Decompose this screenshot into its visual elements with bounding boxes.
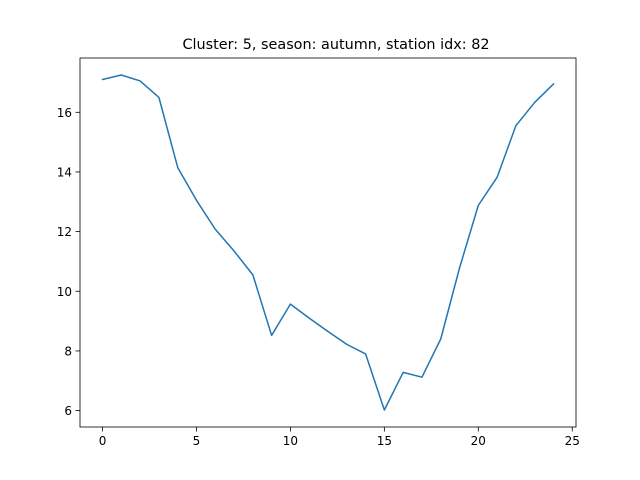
plot-area: 0 5 10 15 20 25 6 8 10 12 14 16 [57,57,580,448]
y-tick-label: 14 [57,165,72,179]
x-tick-label: 5 [193,434,201,448]
x-tick-label: 20 [471,434,486,448]
y-tick-label: 8 [64,344,72,358]
x-tick-label: 0 [99,434,107,448]
y-tick-label: 6 [64,404,72,418]
x-tick-label: 15 [377,434,392,448]
chart-title: Cluster: 5, season: autumn, station idx:… [182,37,489,53]
y-tick-label: 16 [57,106,72,120]
y-tick-label: 12 [57,225,72,239]
x-tick-label: 25 [565,434,580,448]
y-tick-label: 10 [57,285,72,299]
series-line [101,74,555,411]
x-tick-label: 10 [283,434,298,448]
axes-frame [79,57,577,428]
